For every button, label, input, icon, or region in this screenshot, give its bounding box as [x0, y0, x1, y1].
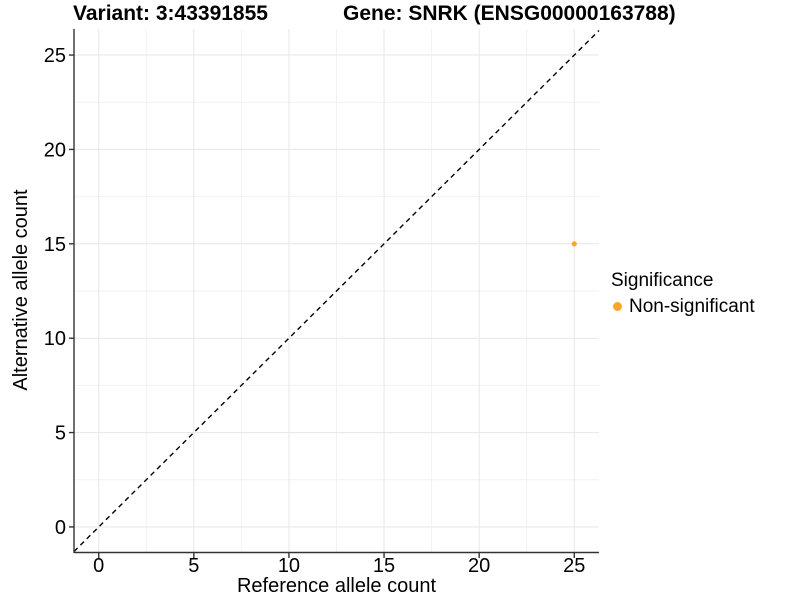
y-tick-label: 5 — [55, 423, 66, 445]
x-tick-label: 5 — [188, 555, 199, 577]
legend-title: Significance — [611, 270, 714, 291]
x-tick-label: 15 — [373, 555, 395, 577]
plot-title-gene: Gene: SNRK (ENSG00000163788) — [343, 2, 676, 25]
identity-line — [73, 30, 600, 552]
x-tick-label: 25 — [563, 555, 585, 577]
legend: Significance Non-significant — [611, 269, 796, 318]
x-axis-title: Reference allele count — [236, 575, 436, 597]
y-tick-label: 20 — [44, 139, 66, 161]
x-tick-label: 20 — [468, 555, 490, 577]
legend-point-icon — [613, 302, 622, 311]
legend-item: Non-significant — [611, 295, 796, 318]
y-tick-label: 0 — [55, 517, 66, 539]
y-axis-title: Alternative allele count — [10, 189, 32, 391]
y-tick-label: 10 — [44, 328, 66, 350]
legend-item-label: Non-significant — [629, 296, 755, 317]
y-tick-label: 15 — [44, 234, 66, 256]
x-tick-label: 10 — [278, 555, 300, 577]
x-tick-label: 0 — [93, 555, 104, 577]
data-point — [571, 241, 577, 247]
plot-title-variant: Variant: 3:43391855 — [73, 2, 268, 25]
y-tick-label: 25 — [44, 45, 66, 67]
